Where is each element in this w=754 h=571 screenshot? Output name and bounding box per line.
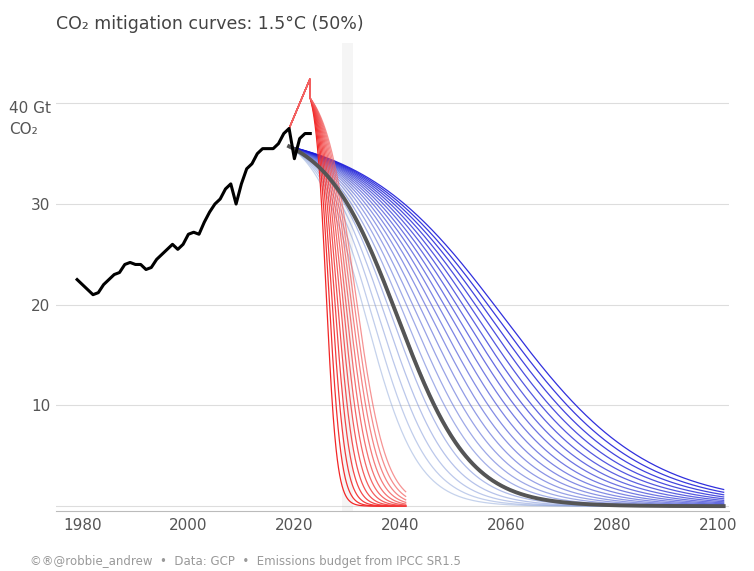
Text: CO₂ mitigation curves: 1.5°C (50%): CO₂ mitigation curves: 1.5°C (50%) xyxy=(56,15,363,33)
Text: 40 Gt
CO₂: 40 Gt CO₂ xyxy=(9,102,51,138)
Text: ©®@robbie_andrew  •  Data: GCP  •  Emissions budget from IPCC SR1.5: ©®@robbie_andrew • Data: GCP • Emissions… xyxy=(30,555,461,568)
Bar xyxy=(342,43,353,511)
